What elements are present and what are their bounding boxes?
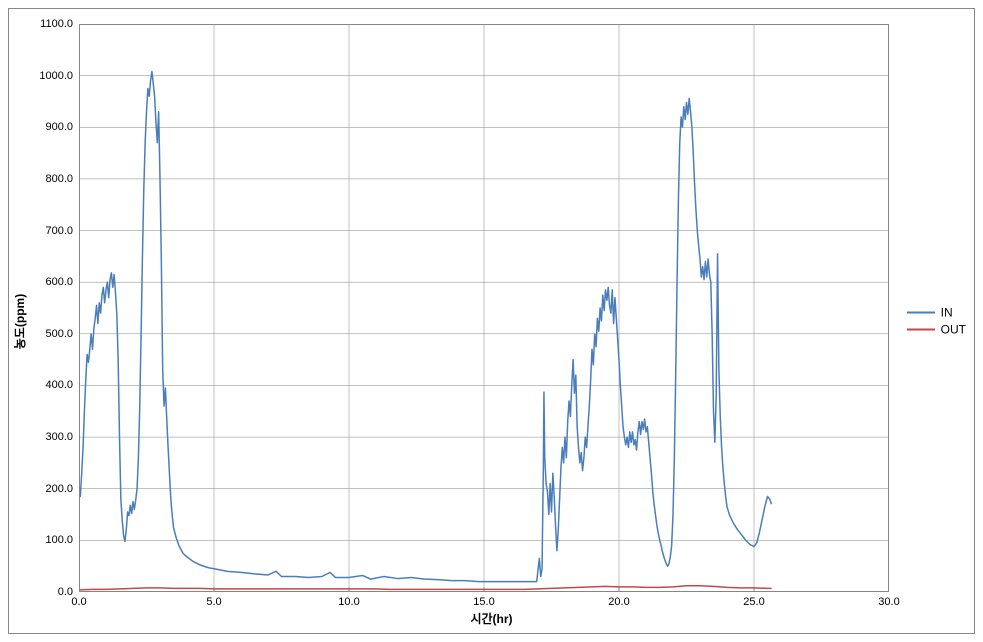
x-tick-label: 0.0 (71, 592, 86, 608)
x-tick-label: 5.0 (206, 592, 221, 608)
legend-item: IN (907, 306, 966, 320)
x-tick-label: 25.0 (743, 592, 764, 608)
y-tick-label: 400.0 (45, 379, 79, 391)
y-tick-label: 1100.0 (40, 18, 79, 30)
legend: IN OUT (907, 303, 966, 340)
y-tick-label: 200.0 (45, 483, 79, 495)
x-tick-label: 20.0 (608, 592, 629, 608)
x-tick-label: 10.0 (338, 592, 359, 608)
x-tick-label: 30.0 (878, 592, 899, 608)
x-tick-label: 15.0 (473, 592, 494, 608)
legend-swatch (907, 312, 935, 314)
legend-swatch (907, 329, 935, 331)
y-tick-label: 100.0 (45, 534, 79, 546)
y-axis-label-container: 농도(ppm) (9, 9, 31, 633)
legend-label: OUT (941, 323, 966, 337)
x-axis-label: 시간(hr) (9, 610, 974, 627)
plot-area: 0.0100.0200.0300.0400.0500.0600.0700.080… (79, 24, 889, 592)
legend-label: IN (941, 306, 953, 320)
legend-item: OUT (907, 323, 966, 337)
y-tick-label: 800.0 (45, 173, 79, 185)
y-tick-label: 700.0 (45, 225, 79, 237)
plot-border (79, 24, 889, 592)
chart-outer-border: 농도(ppm) 0.0100.0200.0300.0400.0500.0600.… (8, 8, 975, 634)
y-tick-label: 600.0 (45, 276, 79, 288)
y-tick-label: 500.0 (45, 328, 79, 340)
y-tick-label: 1000.0 (39, 70, 79, 82)
y-tick-label: 900.0 (45, 121, 79, 133)
y-tick-label: 300.0 (45, 431, 79, 443)
y-axis-label: 농도(ppm) (12, 293, 29, 348)
